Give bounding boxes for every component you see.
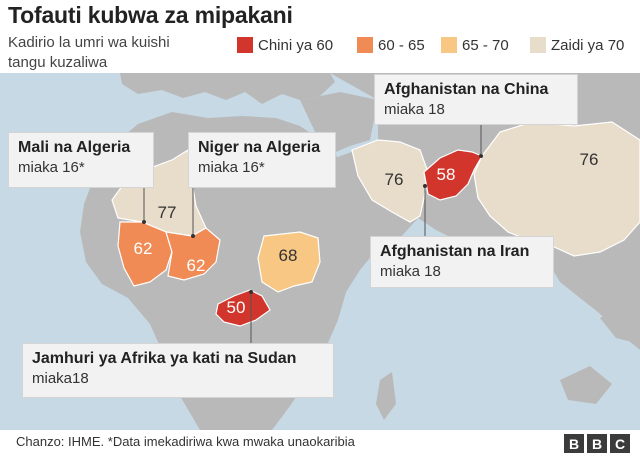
callout-value: miaka 16* [18,159,85,176]
legend-swatch [357,37,373,53]
callout-title: Niger na Algeria [198,139,321,156]
legend-label: 60 - 65 [378,36,425,54]
callout-value: miaka18 [32,370,89,387]
country-sudan [257,231,321,293]
callout-title: Afghanistan na China [384,81,549,98]
logo-block: B [564,434,584,453]
value-afghanistan: 58 [436,165,456,184]
map-subtitle: Kadirio la umri wa kuishi tangu kuzaliwa [8,34,170,71]
legend-label: Zaidi ya 70 [551,36,625,54]
connector-dot [423,184,427,188]
callout-value: miaka 18 [384,101,445,118]
value-car: 50 [226,298,246,317]
callout-afghanistan-iran: Afghanistan na Iran miaka 18 [370,236,554,288]
source-note: Chanzo: IHME. *Data imekadiriwa kwa mwak… [16,434,355,449]
map-title: Tofauti kubwa za mipakani [8,2,293,28]
value-mali: 62 [133,239,153,258]
island [600,306,640,344]
country-afghanistan [423,149,483,201]
legend-label: 65 - 70 [462,36,509,54]
callout-value: miaka 16* [198,159,265,176]
legend-item-above-70: Zaidi ya 70 [530,36,624,54]
value-algeria: 77 [157,203,177,222]
callout-afghanistan-china: Afghanistan na China miaka 18 [374,74,578,125]
bbc-logo: B B C [564,434,630,453]
value-china: 76 [579,150,599,169]
legend-label: Chini ya 60 [258,36,334,54]
europe-landmass [120,73,335,104]
value-iran: 76 [384,170,404,189]
logo-block: C [610,434,630,453]
country-car [215,289,271,327]
value-niger: 62 [186,256,206,275]
connector-dot [142,220,146,224]
legend-item-60-65: 60 - 65 [357,36,425,54]
callout-niger-algeria: Niger na Algeria miaka 16* [188,132,336,188]
legend-item-65-70: 65 - 70 [441,36,509,54]
connector-dot [249,290,253,294]
island [560,366,612,404]
logo-block: B [587,434,607,453]
callout-mali-algeria: Mali na Algeria miaka 16* [8,132,154,188]
madagascar [376,372,396,420]
country-mali [117,221,173,287]
connector-dot [479,154,483,158]
legend-item-below-60: Chini ya 60 [237,36,333,54]
callout-car-sudan: Jamhuri ya Afrika ya kati na Sudan miaka… [22,343,334,398]
callout-title: Jamhuri ya Afrika ya kati na Sudan [32,350,297,367]
value-sudan: 68 [278,246,298,265]
legend-swatch [237,37,253,53]
callout-title: Mali na Algeria [18,139,131,156]
callout-value: miaka 18 [380,263,441,280]
legend-swatch [441,37,457,53]
country-iran [351,139,429,223]
country-niger [165,227,221,281]
callout-title: Afghanistan na Iran [380,243,530,260]
connector-dot [191,234,195,238]
legend-swatch [530,37,546,53]
